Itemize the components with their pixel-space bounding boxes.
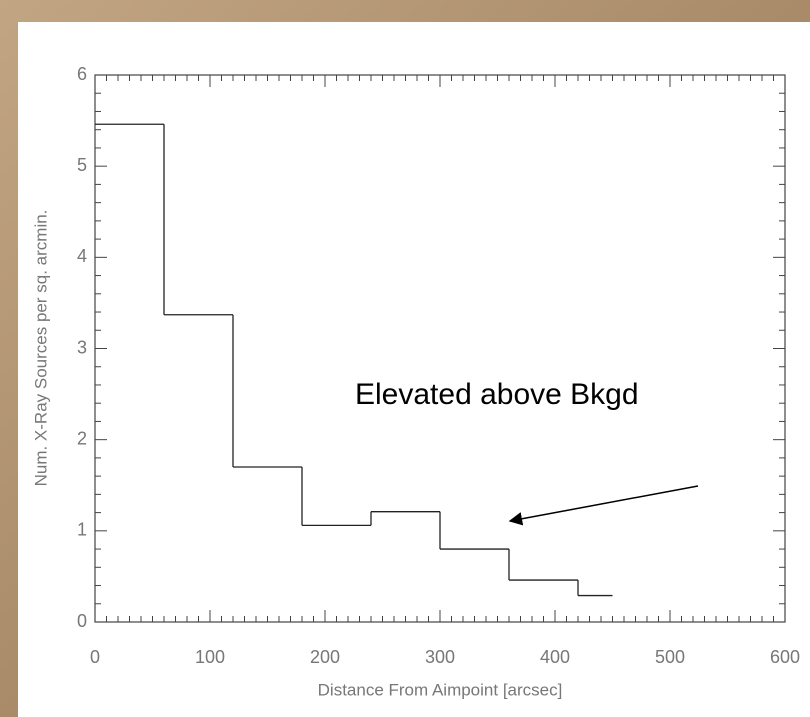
- y-tick-label: 5: [77, 155, 87, 175]
- x-tick-label: 0: [90, 647, 100, 667]
- x-tick-label: 200: [310, 647, 340, 667]
- annotation: Elevated above Bkgd: [355, 378, 639, 411]
- x-tick-label: 600: [770, 647, 800, 667]
- x-tick-label: 500: [655, 647, 685, 667]
- y-tick-label: 3: [77, 337, 87, 357]
- y-axis-label: Num. X-Ray Sources per sq. arcmin.: [31, 210, 50, 487]
- panel: [18, 22, 810, 717]
- y-tick-label: 1: [77, 520, 87, 540]
- y-tick-label: 0: [77, 611, 87, 631]
- x-tick-label: 300: [425, 647, 455, 667]
- y-tick-label: 6: [77, 64, 87, 84]
- y-tick-label: 2: [77, 428, 87, 448]
- y-tick-label: 4: [77, 246, 87, 266]
- x-axis-label: Distance From Aimpoint [arcsec]: [318, 680, 563, 699]
- x-tick-label: 100: [195, 647, 225, 667]
- x-tick-label: 400: [540, 647, 570, 667]
- annotation-arrow: [508, 485, 699, 526]
